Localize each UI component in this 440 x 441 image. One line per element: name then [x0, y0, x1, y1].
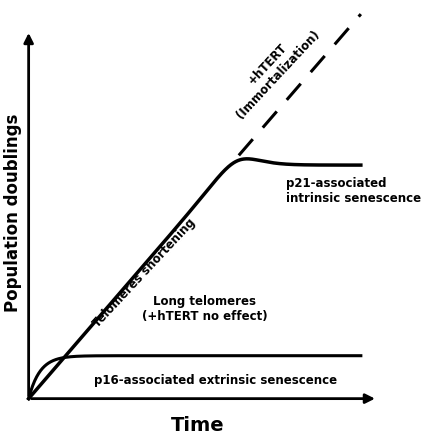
Text: p21-associated
intrinsic senescence: p21-associated intrinsic senescence	[286, 177, 422, 205]
Text: Long telomeres
(+hTERT no effect): Long telomeres (+hTERT no effect)	[142, 295, 268, 323]
Text: Time: Time	[171, 416, 225, 435]
Text: Population doublings: Population doublings	[4, 113, 22, 312]
Text: p16-associated extrinsic senescence: p16-associated extrinsic senescence	[94, 374, 337, 387]
Text: Telomeres shortening: Telomeres shortening	[90, 217, 198, 330]
Text: +hTERT
(Immortalization): +hTERT (Immortalization)	[223, 18, 323, 121]
